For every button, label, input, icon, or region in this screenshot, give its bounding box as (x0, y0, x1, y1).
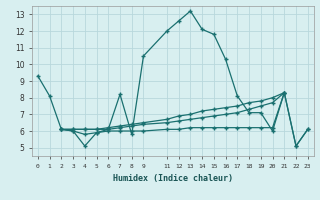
X-axis label: Humidex (Indice chaleur): Humidex (Indice chaleur) (113, 174, 233, 183)
